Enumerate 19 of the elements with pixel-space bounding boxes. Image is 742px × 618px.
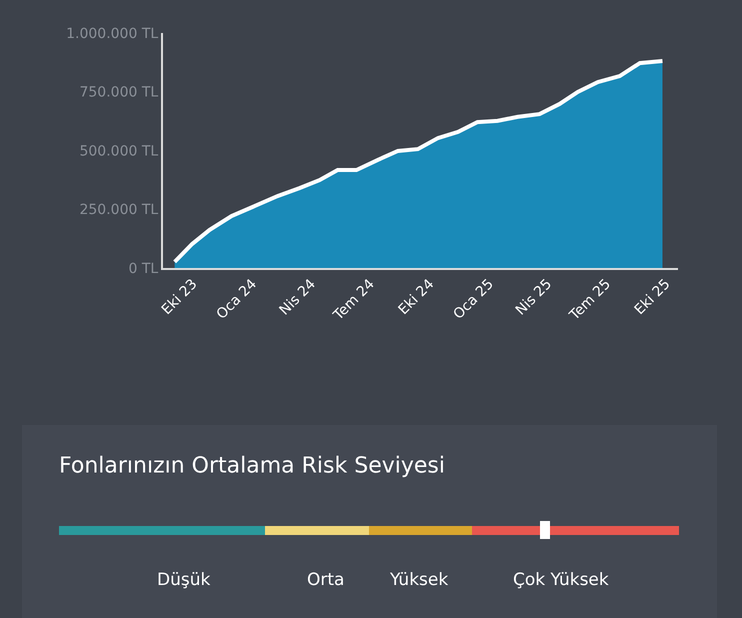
y-tick-label: 500.000 TL (79, 143, 158, 160)
x-tick-label: Nis 25 (512, 276, 556, 319)
y-tick-label: 750.000 TL (79, 84, 158, 101)
text: Düşük (157, 570, 210, 590)
x-tick-label: Nis 24 (276, 276, 320, 319)
text: Yüksek (389, 570, 448, 590)
y-tick-label: 0 TL (128, 260, 158, 277)
text: Çok Yüksek (513, 570, 609, 590)
x-tick-label: Tem 24 (330, 276, 378, 324)
y-tick-label: 1.000.000 TL (66, 26, 158, 42)
text: Orta (307, 570, 344, 590)
x-tick-label: Eki 25 (632, 276, 674, 318)
x-tick-label: Oca 24 (214, 276, 260, 323)
x-tick-label: Oca 25 (450, 276, 497, 323)
text: Fonlarınızın Ortalama Risk Seviyesi (59, 454, 445, 479)
y-tick-label: 250.000 TL (79, 202, 158, 218)
x-tick-label: Tem 25 (566, 276, 614, 324)
x-tick-label: Eki 24 (396, 276, 438, 318)
x-tick-label: Eki 23 (158, 276, 201, 318)
